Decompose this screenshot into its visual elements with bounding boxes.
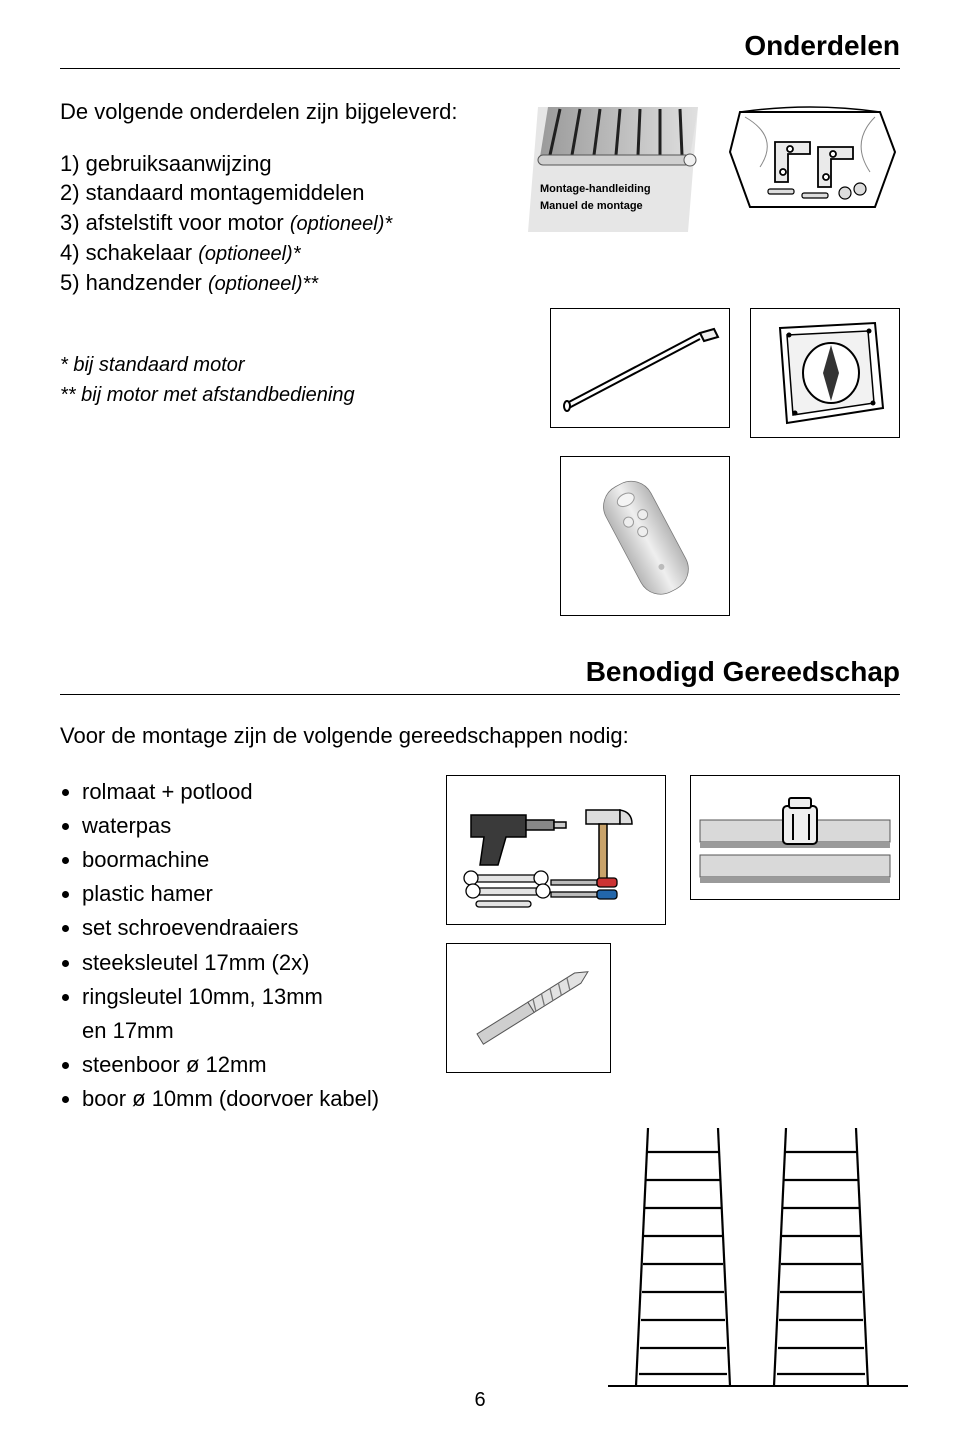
section2-title: Benodigd Gereedschap (60, 656, 900, 688)
drillbit-illustration (446, 943, 611, 1073)
wallbracket-illustration (690, 775, 900, 900)
tool-item-9: boor ø 10mm (doorvoer kabel) (82, 1082, 422, 1116)
part-item-3: 3) afstelstift voor motor (optioneel)* (60, 208, 500, 238)
section1-divider (60, 68, 900, 69)
section2-divider (60, 694, 900, 695)
part-item-1: 1) gebruiksaanwijzing (60, 149, 500, 179)
notes-figures (550, 308, 900, 438)
tool-item-1: rolmaat + potlood (82, 775, 422, 809)
parts-figures-col: Montage-handleiding Manuel de montage (520, 97, 900, 298)
note-line-2: ** bij motor met afstandbediening (60, 380, 530, 410)
hardware-bag-illustration (720, 97, 900, 227)
tool-item-6: steeksleutel 17mm (2x) (82, 946, 422, 980)
tool-item-3: boormachine (82, 843, 422, 877)
parts-intro: De volgende onderdelen zijn bijgeleverd: (60, 97, 500, 127)
part-item-2: 2) standaard montagemiddelen (60, 178, 500, 208)
tool-item-2: waterpas (82, 809, 422, 843)
tool-item-5: set schroevendraaiers (82, 911, 422, 945)
page-number: 6 (0, 1389, 960, 1412)
manual-text-1: Montage-handleiding (540, 183, 651, 195)
remote-figs (560, 456, 900, 616)
part-item-4: 4) schakelaar (optioneel)* (60, 238, 500, 268)
tools-intro: Voor de montage zijn de volgende gereeds… (60, 723, 900, 749)
rod-illustration (550, 308, 730, 428)
parts-text-col: De volgende onderdelen zijn bijgeleverd:… (60, 97, 500, 298)
tool-item-7: ringsleutel 10mm, 13mm en 17mm (82, 980, 422, 1048)
manual-illustration: Montage-handleiding Manuel de montage (520, 97, 700, 257)
remote-spacer (60, 456, 540, 616)
parts-row: De volgende onderdelen zijn bijgeleverd:… (60, 97, 900, 298)
tool-item-8: steenboor ø 12mm (82, 1048, 422, 1082)
switch-illustration (750, 308, 900, 438)
tools-list: rolmaat + potlood waterpas boormachine p… (60, 775, 422, 1116)
part-item-5: 5) handzender (optioneel)** (60, 268, 500, 298)
remote-row (60, 456, 900, 616)
tools-figs-col (446, 775, 666, 1073)
toolset-illustration (446, 775, 666, 925)
manual-text-2: Manuel de montage (540, 200, 643, 212)
notes-row: * bij standaard motor ** bij motor met a… (60, 308, 900, 438)
tool-item-4: plastic hamer (82, 877, 422, 911)
tools-row: rolmaat + potlood waterpas boormachine p… (60, 775, 900, 1116)
note-line-1: * bij standaard motor (60, 350, 530, 380)
notes-text: * bij standaard motor ** bij motor met a… (60, 350, 530, 438)
section1-title: Onderdelen (60, 30, 900, 62)
remote-illustration (560, 456, 730, 616)
ladders-illustration (608, 1118, 908, 1398)
